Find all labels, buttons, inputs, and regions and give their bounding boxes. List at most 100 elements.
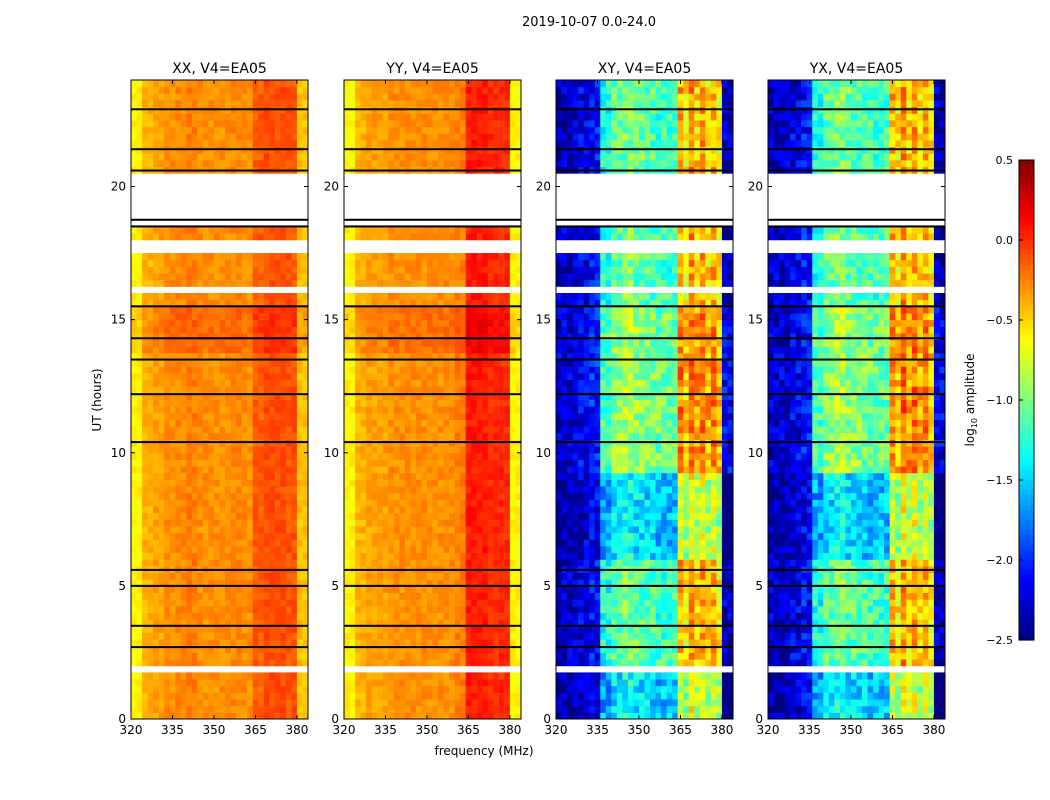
heatmap-cell [197, 226, 204, 234]
heatmap-cell [186, 359, 193, 367]
heatmap-cell [426, 386, 433, 394]
heatmap-cell [269, 499, 276, 507]
heatmap-cell [191, 80, 198, 88]
heatmap-cell [460, 599, 467, 607]
heatmap-cell [291, 599, 298, 607]
heatmap-cell [285, 352, 292, 361]
flag-line [131, 337, 308, 340]
heatmap-cell [382, 605, 389, 613]
heatmap-cell [236, 266, 243, 274]
heatmap-cell [202, 366, 209, 374]
heatmap-cell [349, 293, 356, 301]
heatmap-cell [487, 525, 494, 534]
heatmap-cell [487, 326, 494, 334]
heatmap-cell [504, 579, 511, 587]
heatmap-cell [388, 266, 395, 274]
heatmap-cell [465, 552, 472, 560]
heatmap-cell [153, 259, 160, 267]
heatmap-cell [388, 319, 395, 327]
heatmap-cell [230, 332, 237, 341]
heatmap-cell [460, 399, 467, 407]
heatmap-cell [471, 299, 478, 307]
heatmap-cell [371, 512, 378, 520]
heatmap-cell [426, 579, 433, 587]
heatmap-cell [487, 266, 494, 274]
heatmap-cell [371, 299, 378, 307]
heatmap-cell [366, 419, 373, 427]
heatmap-cell [202, 86, 209, 94]
heatmap-cell [269, 572, 276, 580]
heatmap-cell [164, 452, 171, 460]
heatmap-cell [393, 226, 400, 234]
heatmap-cell [131, 492, 138, 500]
heatmap-cell [136, 466, 143, 474]
heatmap-cell [280, 399, 287, 407]
heatmap-cell [454, 572, 461, 580]
heatmap-cell [142, 512, 149, 520]
heatmap-cell [153, 692, 160, 700]
heatmap-cell [258, 312, 265, 321]
heatmap-cell [355, 279, 362, 287]
heatmap-cell [410, 293, 417, 301]
heatmap-cell [366, 552, 373, 560]
heatmap-cell [136, 592, 143, 600]
heatmap-cell [180, 492, 187, 500]
heatmap-cell [349, 419, 356, 427]
heatmap-cell [269, 153, 276, 161]
heatmap-cell [438, 679, 445, 687]
heatmap-cell [191, 406, 198, 414]
heatmap-cell [180, 99, 187, 108]
heatmap-cell [158, 153, 165, 161]
heatmap-cell [377, 512, 384, 520]
heatmap-cell [291, 692, 298, 700]
heatmap-cell [454, 705, 461, 713]
heatmap-cell [388, 452, 395, 460]
heatmap-cell [252, 226, 259, 234]
heatmap-cell [225, 579, 232, 587]
heatmap-cell [230, 352, 237, 361]
heatmap-cell [504, 685, 511, 693]
heatmap-cell [421, 426, 428, 434]
heatmap-cell [241, 153, 248, 161]
heatmap-cell [247, 525, 254, 534]
heatmap-cell [208, 372, 215, 381]
heatmap-cell [377, 705, 384, 713]
heatmap-cell [426, 406, 433, 414]
heatmap-cell [449, 525, 456, 534]
heatmap-cell [230, 705, 237, 713]
heatmap-cell [202, 559, 209, 567]
heatmap-cell [291, 293, 298, 301]
heatmap-cell [280, 119, 287, 128]
heatmap-cell [147, 512, 154, 520]
heatmap-cell [280, 525, 287, 534]
heatmap-cell [230, 259, 237, 267]
heatmap-cell [136, 446, 143, 454]
heatmap-cell [142, 459, 149, 467]
heatmap-cell [371, 312, 378, 321]
heatmap-cell [169, 632, 176, 640]
heatmap-cell [225, 326, 232, 334]
heatmap-cell [291, 446, 298, 454]
heatmap-cell [153, 532, 160, 540]
heatmap-cell [252, 585, 259, 594]
heatmap-cell [460, 352, 467, 361]
heatmap-cell [296, 659, 303, 667]
heatmap-cell [421, 679, 428, 687]
heatmap-cell [280, 312, 287, 321]
heatmap-cell [219, 452, 226, 460]
heatmap-cell [191, 133, 198, 141]
heatmap-cell [147, 712, 154, 720]
heatmap-cell [213, 459, 220, 467]
heatmap-cell [164, 279, 171, 287]
heatmap-cell [504, 446, 511, 454]
heatmap-cell [371, 712, 378, 720]
heatmap-cell [131, 612, 138, 620]
heatmap-cell [410, 266, 417, 274]
heatmap-cell [241, 539, 248, 547]
heatmap-cell [274, 86, 281, 94]
heatmap-cell [186, 712, 193, 720]
heatmap-cell [274, 632, 281, 640]
heatmap-cell [169, 406, 176, 414]
heatmap-cell [291, 512, 298, 520]
heatmap-cell [302, 692, 309, 700]
